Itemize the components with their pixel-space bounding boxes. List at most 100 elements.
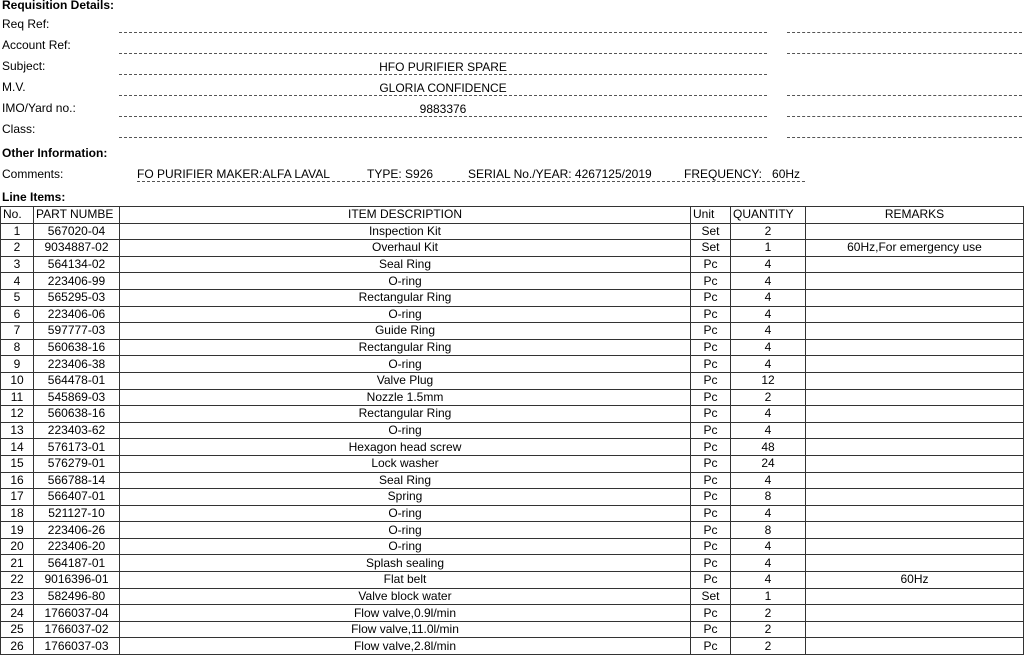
- table-row: 15 576279-01 Lock washer Pc 24: [0, 454, 1024, 473]
- field-value: HFO PURIFIER SPARE: [379, 60, 507, 74]
- cell-remarks: 60Hz,For emergency use: [805, 239, 1024, 257]
- cell-item-no: 13: [0, 421, 34, 440]
- table-row: 21 564187-01 Splash sealing Pc 4: [0, 554, 1024, 573]
- table-row: 24 1766037-04 Flow valve,0.9l/min Pc 2: [0, 604, 1024, 622]
- cell-quantity: 2: [730, 620, 806, 639]
- cell-remarks: [805, 338, 1024, 357]
- field-underline-secondary: [787, 137, 1022, 138]
- table-row: 23 582496-80 Valve block water Set 1: [0, 587, 1024, 606]
- cell-unit: Pc: [690, 488, 731, 506]
- field-underline: [119, 95, 767, 96]
- field-label: Req Ref:: [2, 17, 50, 31]
- cell-item-no: 3: [0, 255, 34, 274]
- cell-item-no: 26: [0, 637, 34, 656]
- table-header: No. PART NUMBE ITEM DESCRIPTION Unit QUA…: [0, 206, 1024, 224]
- cell-part-number: 582496-80: [33, 587, 120, 606]
- cell-item-no: 8: [0, 338, 34, 357]
- cell-remarks: [805, 504, 1024, 523]
- cell-quantity: 4: [730, 405, 806, 423]
- table-row: 16 566788-14 Seal Ring Pc 4: [0, 471, 1024, 490]
- cell-item-no: 17: [0, 488, 34, 506]
- cell-remarks: [805, 471, 1024, 490]
- table-row: 25 1766037-02 Flow valve,11.0l/min Pc 2: [0, 620, 1024, 639]
- cell-remarks: [805, 454, 1024, 473]
- cell-unit: Pc: [690, 554, 731, 573]
- cell-item-no: 1: [0, 222, 34, 241]
- cell-item-description: Overhaul Kit: [119, 239, 691, 257]
- cell-remarks: [805, 620, 1024, 639]
- cell-item-description: O-ring: [119, 355, 691, 373]
- field-label: IMO/Yard no.:: [2, 101, 76, 115]
- col-no: No.: [0, 206, 34, 224]
- table-row: 26 1766037-03 Flow valve,2.8l/min Pc 2: [0, 637, 1024, 656]
- table-row: 12 560638-16 Rectangular Ring Pc 4: [0, 405, 1024, 423]
- cell-item-description: Valve block water: [119, 587, 691, 606]
- field-underline-secondary: [787, 32, 1022, 33]
- cell-item-no: 16: [0, 471, 34, 490]
- cell-item-description: Guide Ring: [119, 322, 691, 340]
- cell-remarks: 60Hz: [805, 571, 1024, 589]
- cell-quantity: 4: [730, 537, 806, 556]
- table-row: 10 564478-01 Valve Plug Pc 12: [0, 371, 1024, 390]
- table-row: 20 223406-20 O-ring Pc 4: [0, 537, 1024, 556]
- table-row: 11 545869-03 Nozzle 1.5mm Pc 2: [0, 388, 1024, 407]
- cell-unit: Pc: [690, 322, 731, 340]
- cell-item-no: 9: [0, 355, 34, 373]
- field-underline-secondary: [787, 95, 1022, 96]
- cell-item-description: Flow valve,2.8l/min: [119, 637, 691, 656]
- cell-part-number: 223403-62: [33, 421, 120, 440]
- cell-quantity: 12: [730, 371, 806, 390]
- cell-unit: Pc: [690, 405, 731, 423]
- comments-label: Comments:: [2, 167, 64, 181]
- cell-quantity: 1: [730, 587, 806, 606]
- cell-part-number: 564478-01: [33, 371, 120, 390]
- cell-item-description: Rectangular Ring: [119, 405, 691, 423]
- cell-item-no: 6: [0, 305, 34, 324]
- cell-item-description: O-ring: [119, 521, 691, 539]
- cell-item-description: O-ring: [119, 537, 691, 556]
- table-row: 5 565295-03 Rectangular Ring Pc 4: [0, 288, 1024, 307]
- cell-unit: Pc: [690, 504, 731, 523]
- cell-item-description: Nozzle 1.5mm: [119, 388, 691, 407]
- cell-unit: Pc: [690, 388, 731, 407]
- table-row: 17 566407-01 Spring Pc 8: [0, 488, 1024, 506]
- cell-item-no: 14: [0, 438, 34, 456]
- cell-quantity: 2: [730, 604, 806, 622]
- cell-item-description: Lock washer: [119, 454, 691, 473]
- cell-item-no: 19: [0, 521, 34, 539]
- cell-quantity: 48: [730, 438, 806, 456]
- cell-quantity: 8: [730, 521, 806, 539]
- comments-underline: [137, 181, 805, 182]
- cell-item-description: Flow valve,11.0l/min: [119, 620, 691, 639]
- field-value: GLORIA CONFIDENCE: [379, 81, 507, 95]
- cell-quantity: 1: [730, 239, 806, 257]
- table-row: 9 223406-38 O-ring Pc 4: [0, 355, 1024, 373]
- cell-remarks: [805, 604, 1024, 622]
- cell-part-number: 1766037-03: [33, 637, 120, 656]
- cell-unit: Set: [690, 239, 731, 257]
- field-underline-secondary: [787, 53, 1022, 54]
- col-remarks: REMARKS: [805, 206, 1024, 224]
- table-row: 8 560638-16 Rectangular Ring Pc 4: [0, 338, 1024, 357]
- cell-item-no: 23: [0, 587, 34, 606]
- cell-part-number: 567020-04: [33, 222, 120, 241]
- cell-remarks: [805, 371, 1024, 390]
- cell-part-number: 223406-06: [33, 305, 120, 324]
- cell-unit: Pc: [690, 471, 731, 490]
- cell-item-no: 11: [0, 388, 34, 407]
- cell-unit: Pc: [690, 355, 731, 373]
- cell-item-description: Splash sealing: [119, 554, 691, 573]
- cell-remarks: [805, 488, 1024, 506]
- cell-quantity: 4: [730, 421, 806, 440]
- cell-item-description: O-ring: [119, 504, 691, 523]
- cell-part-number: 566788-14: [33, 471, 120, 490]
- comment-frequency: FREQUENCY: 60Hz: [684, 167, 801, 181]
- table-row: 19 223406-26 O-ring Pc 8: [0, 521, 1024, 539]
- cell-unit: Pc: [690, 571, 731, 589]
- cell-part-number: 9034887-02: [33, 239, 120, 257]
- cell-item-description: Flow valve,0.9l/min: [119, 604, 691, 622]
- table-row: 2 9034887-02 Overhaul Kit Set 1 60Hz,For emer…: [0, 239, 1024, 257]
- cell-part-number: 560638-16: [33, 338, 120, 357]
- cell-unit: Pc: [690, 637, 731, 656]
- cell-part-number: 565295-03: [33, 288, 120, 307]
